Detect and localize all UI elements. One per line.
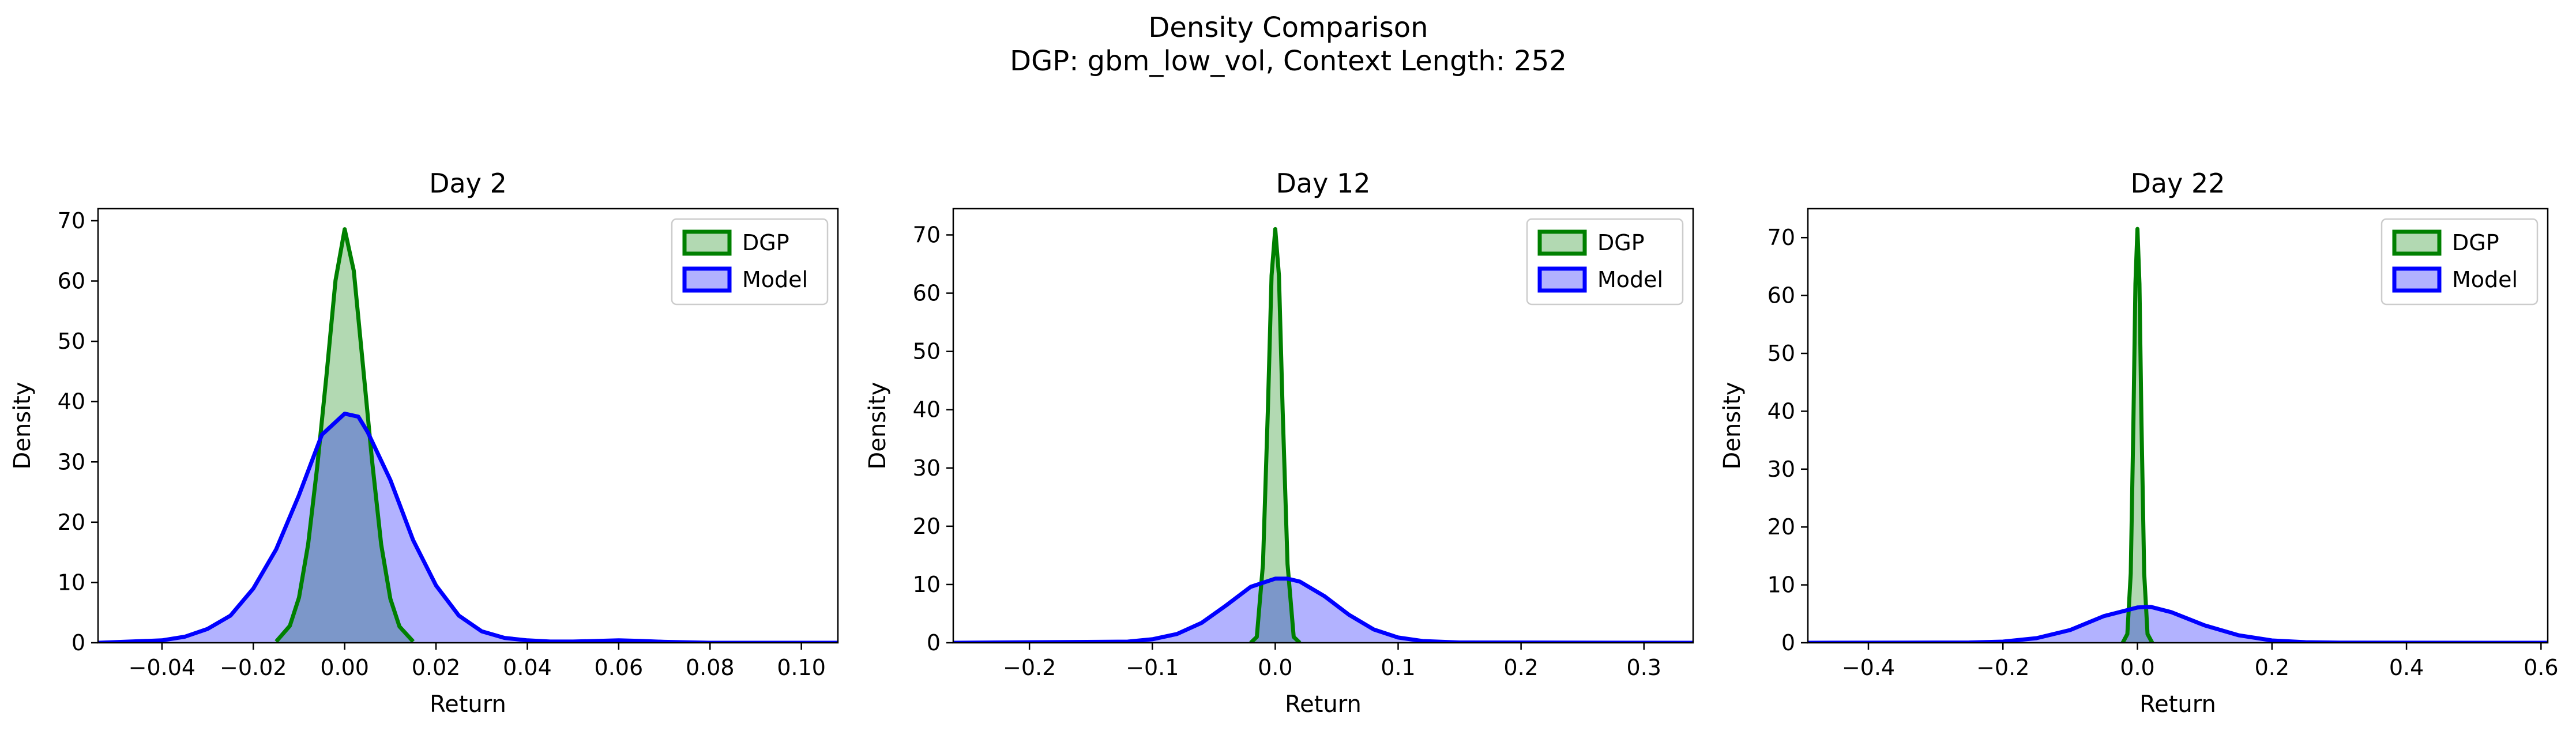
plot-area: [98, 227, 838, 643]
series-model-line: [953, 576, 1693, 643]
y-tick-label: 40: [913, 397, 941, 423]
y-tick-label: 10: [913, 572, 941, 597]
x-tick-label: 0.3: [1627, 655, 1661, 680]
series-dgp-line: [2120, 227, 2154, 643]
figure-title: Density Comparison: [1148, 12, 1428, 44]
x-tick-label: 0.2: [1503, 655, 1538, 680]
x-tick-label: 0.0: [1258, 655, 1292, 680]
x-tick-label: 0.00: [320, 655, 369, 680]
legend-swatch-dgp: [682, 229, 732, 256]
y-tick-label: 20: [1768, 514, 1795, 540]
axes-frame: [952, 208, 1694, 644]
series-dgp-line: [274, 227, 415, 643]
y-tick-label: 0: [72, 630, 85, 655]
y-tick-label: 30: [1768, 457, 1795, 482]
subplot-1: −0.04 −0.02 0.00 0.02 0.04 0.06 0.08 0.10 0 10 20 3…: [9, 168, 839, 718]
legend-swatch-dgp: [2392, 229, 2442, 256]
x-tick-label: −0.2: [1976, 655, 2029, 680]
legend-frame: [1526, 218, 1684, 306]
legend-label-model: Model: [1597, 267, 1663, 292]
y-tick-label: 10: [1768, 572, 1795, 598]
series-model-line: [98, 412, 838, 643]
y-tick-label: 50: [1768, 341, 1795, 366]
y-tick-label: 60: [58, 269, 85, 294]
y-tick-label: 50: [58, 329, 85, 354]
plot-area: [953, 227, 1693, 643]
series-model-area: [1808, 606, 2548, 643]
legend-label-dgp: DGP: [1597, 230, 1645, 255]
axes-frame: [1807, 208, 2549, 644]
x-tick-label: 0.2: [2255, 655, 2289, 680]
legend-frame: [671, 218, 829, 306]
legend: DGP Model: [1526, 218, 1684, 306]
x-tick-label: 0.04: [503, 655, 552, 680]
x-tick-label: 0.4: [2389, 655, 2424, 680]
legend-label-dgp: DGP: [742, 230, 789, 255]
y-tick-label: 30: [58, 449, 85, 474]
legend-label-model: Model: [2452, 267, 2518, 292]
y-tick-label: 0: [927, 630, 941, 655]
series-dgp-area: [1250, 229, 1300, 643]
y-tick-label: 20: [913, 514, 941, 539]
y-tick-label: 20: [58, 510, 85, 535]
y-tick-label: 50: [913, 339, 941, 364]
subplot-title: Day 22: [2131, 168, 2225, 199]
series-model-area: [98, 413, 838, 643]
legend-frame: [2381, 218, 2539, 306]
axes-frame: [97, 208, 839, 644]
x-tick-label: −0.1: [1126, 655, 1179, 680]
legend-label-model: Model: [742, 267, 808, 292]
legend-swatch-model: [682, 266, 732, 293]
subplot-3: −0.4 −0.2 0.0 0.2 0.4 0.6 0 10 20 30 40 50 60 70 Day 2…: [1719, 168, 2559, 718]
y-axis-label: Density: [1719, 382, 1746, 469]
x-tick-label: 0.10: [777, 655, 826, 680]
legend-swatch-dgp: [1537, 229, 1587, 256]
figure-subtitle: DGP: gbm_low_vol, Context Length: 252: [1010, 45, 1567, 77]
x-axis-label: Return: [430, 691, 506, 718]
x-tick-label: 0.0: [2120, 655, 2154, 680]
y-tick-label: 10: [58, 570, 85, 595]
x-tick-label: 0.02: [412, 655, 461, 680]
x-tick-label: 0.08: [686, 655, 735, 680]
series-dgp-line: [1249, 227, 1302, 643]
y-tick-label: 60: [1768, 283, 1795, 308]
series-model-line: [1808, 605, 2548, 643]
y-axis-label: Density: [9, 382, 36, 469]
legend-swatch-model: [2392, 266, 2442, 293]
y-tick-label: 60: [913, 281, 941, 306]
x-axis-label: Return: [2139, 691, 2216, 718]
subplot-title: Day 12: [1276, 168, 1371, 199]
x-tick-label: 0.6: [2524, 655, 2558, 680]
x-tick-label: −0.04: [129, 655, 195, 680]
subplot-2: −0.2 −0.1 0.0 0.1 0.2 0.3 0 10 20 30 40 50 60 70 Day 1…: [864, 168, 1694, 718]
x-tick-label: −0.02: [220, 655, 287, 680]
legend-swatch-model: [1537, 266, 1587, 293]
plot-area: [1808, 227, 2548, 643]
y-axis-label: Density: [864, 382, 891, 469]
y-tick-label: 40: [58, 389, 85, 414]
legend-label-dgp: DGP: [2452, 230, 2499, 255]
y-tick-label: 70: [1768, 225, 1795, 250]
series-model-area: [953, 578, 1693, 643]
y-tick-label: 40: [1768, 398, 1795, 424]
x-tick-label: −0.2: [1003, 655, 1056, 680]
x-axis-label: Return: [1285, 691, 1362, 718]
series-dgp-area: [2122, 229, 2153, 643]
subplot-title: Day 2: [429, 168, 507, 199]
y-tick-label: 30: [913, 455, 941, 481]
legend: DGP Model: [2381, 218, 2539, 306]
x-tick-label: −0.4: [1842, 655, 1895, 680]
x-tick-label: 0.1: [1381, 655, 1415, 680]
y-tick-label: 70: [913, 222, 941, 247]
y-tick-label: 0: [1781, 630, 1795, 655]
y-tick-label: 70: [58, 208, 85, 233]
x-tick-label: 0.06: [595, 655, 644, 680]
legend: DGP Model: [671, 218, 829, 306]
